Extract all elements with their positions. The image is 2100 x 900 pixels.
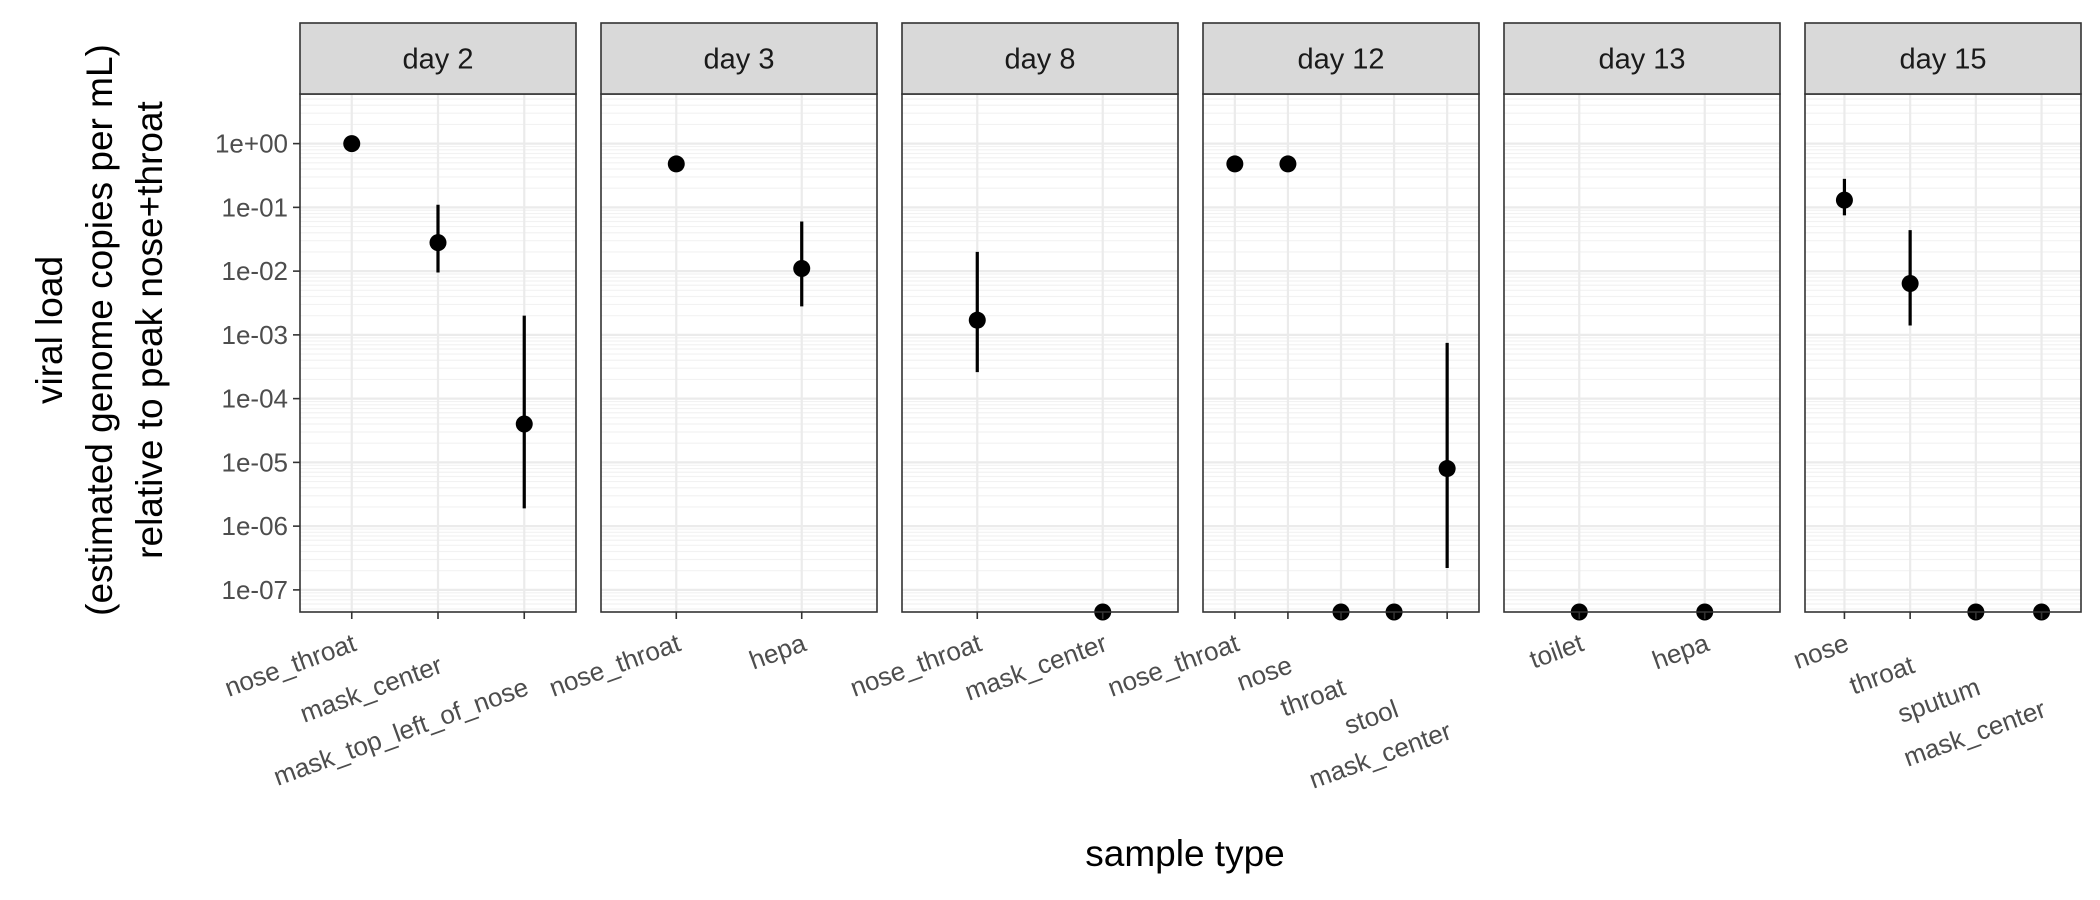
data-point: [667, 155, 685, 173]
y-tick-label: 1e-04: [222, 384, 289, 414]
y-tick-label: 1e-01: [222, 192, 289, 222]
facet-strip: [1202, 22, 1480, 95]
y-axis-title: viral load (estimated genome copies per …: [29, 44, 170, 616]
y-tick-label: 1e-07: [222, 575, 289, 605]
y-tick-label: 1e-06: [222, 511, 289, 541]
panel-background: [1805, 94, 2081, 612]
facet-strip-label: day 15: [1899, 44, 1986, 76]
x-axis-title: sample type: [1085, 833, 1285, 874]
facet-strip-label: day 2: [403, 44, 474, 76]
facet-strip-label: day 8: [1005, 44, 1076, 76]
panel-background: [1504, 94, 1780, 612]
facet-strip-label: day 13: [1598, 44, 1685, 76]
panel-background: [601, 94, 877, 612]
y-tick-label: 1e-03: [222, 320, 289, 350]
data-point: [343, 135, 361, 153]
facet-strip: [901, 22, 1179, 95]
panel-background: [902, 94, 1178, 612]
facet-strip-label: day 12: [1297, 44, 1384, 76]
facet-strip: [1503, 22, 1781, 95]
facet-panels: day 2nose_throatmask_centermask_top_left…: [220, 22, 2082, 795]
data-point: [1901, 274, 1919, 292]
data-point: [1279, 155, 1297, 173]
y-axis-title-line-3: relative to peak nose+throat: [129, 100, 170, 558]
data-point: [968, 311, 986, 329]
data-point: [1226, 155, 1244, 173]
y-axis: 1e+00 1e-01 1e-02 1e-03 1e-04 1e-05 1e-06 1e-07: [215, 129, 300, 605]
data-point: [1835, 191, 1853, 209]
y-tick-label: 1e-05: [222, 447, 289, 477]
data-point: [515, 415, 533, 433]
y-tick-label: 1e+00: [215, 129, 288, 159]
data-point: [793, 259, 811, 277]
data-point: [1438, 460, 1456, 478]
facet-strip: [1804, 22, 2082, 95]
axis-titles: sample type viral load (estimated genome…: [29, 44, 1285, 874]
y-tick-label: 1e-02: [222, 256, 289, 286]
y-axis-title-line-1: viral load: [29, 256, 70, 404]
facet-strip: [299, 22, 577, 95]
data-point: [429, 234, 447, 252]
facet-strip-label: day 3: [704, 44, 775, 76]
facet-strip: [600, 22, 878, 95]
y-axis-title-line-2: (estimated genome copies per mL): [79, 44, 120, 616]
